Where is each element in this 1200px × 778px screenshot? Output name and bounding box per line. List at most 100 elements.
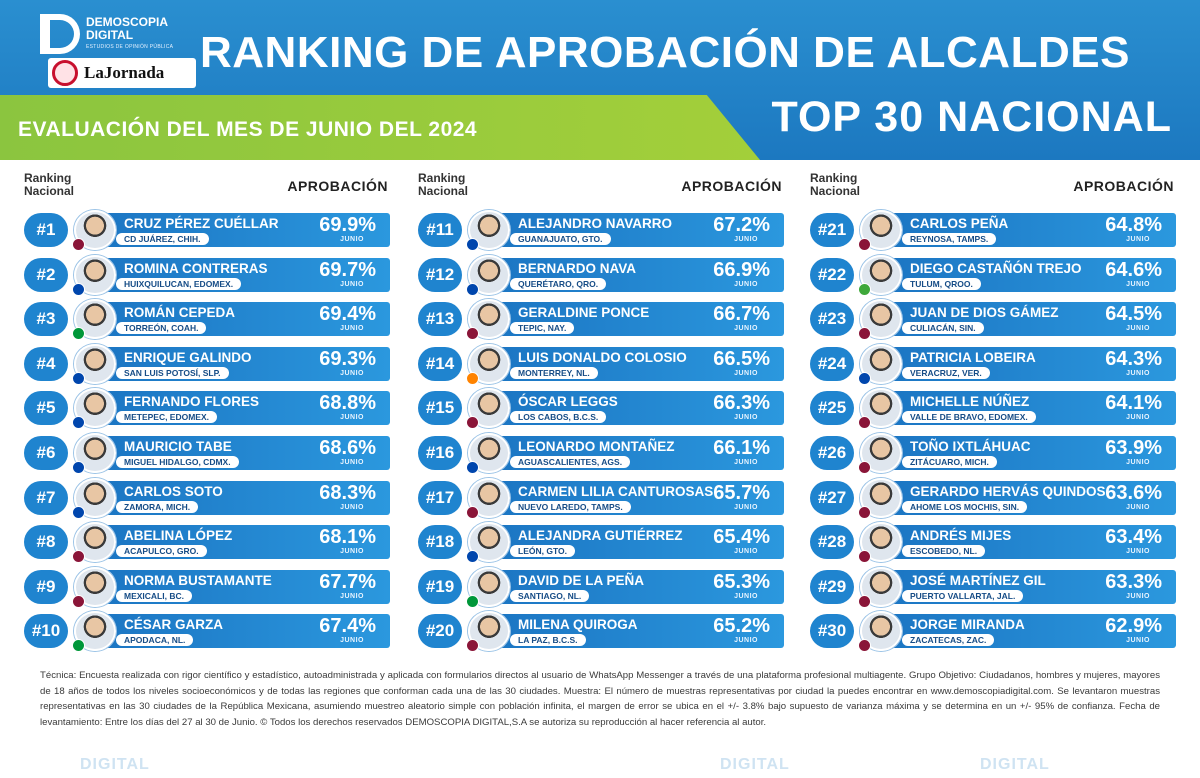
rank-badge: #24 <box>810 346 854 381</box>
pan-icon <box>858 371 871 385</box>
rank-badge: #14 <box>418 346 462 381</box>
mayor-name: FERNANDO FLORES <box>124 394 259 410</box>
rank-badge: #25 <box>810 391 854 426</box>
evaluation-period: EVALUACIÓN DEL MES DE JUNIO DEL 2024 <box>18 118 478 141</box>
morena-icon <box>858 327 871 341</box>
ranking-column-2: Ranking Nacional APROBACIÓN #11 ALEJANDRO… <box>414 168 784 653</box>
mayor-bar: GERARDO HERVÁS QUINDOS AHOME LOS MOCHIS, … <box>876 480 1176 515</box>
rank-badge: #18 <box>418 525 462 560</box>
ranking-row: #15 ÓSCAR LEGGS LOS CABOS, B.C.S. 66.3% JUNI… <box>414 388 784 433</box>
approval-percent: 63.3% <box>1105 570 1162 593</box>
mayor-city: SAN LUIS POTOSÍ, SLP. <box>116 366 229 379</box>
mayor-city: ZACATECAS, ZAC. <box>902 634 995 647</box>
rank-badge: #6 <box>24 435 68 470</box>
jornada-seal-icon <box>52 60 78 86</box>
mayor-bar: DAVID DE LA PEÑA SANTIAGO, NL. 65.3% JUNIO <box>484 569 784 604</box>
mayor-name: ALEJANDRO NAVARRO <box>518 216 673 231</box>
month-label: JUNIO <box>340 458 364 466</box>
rank-badge: #30 <box>810 614 854 649</box>
approval-header: APROBACIÓN <box>681 178 782 194</box>
methodology-note: Técnica: Encuesta realizada con rigor ci… <box>40 670 1160 728</box>
approval-percent: 66.1% <box>713 436 770 459</box>
rank-badge: #11 <box>418 213 462 247</box>
mayor-name: DIEGO CASTAÑÓN TREJO <box>910 260 1082 276</box>
pan-icon <box>72 371 85 385</box>
month-label: JUNIO <box>1126 592 1150 600</box>
approval-percent: 69.7% <box>319 258 376 281</box>
mayor-city: GUANAJUATO, GTO. <box>510 233 611 245</box>
ranking-row: #26 TOÑO IXTLÁHUAC ZITÁCUARO, MICH. 63.9% JU… <box>806 432 1176 478</box>
approval-percent: 68.6% <box>319 436 376 459</box>
mayor-city: LA PAZ, B.C.S. <box>510 634 586 647</box>
rank-badge: #17 <box>418 480 462 515</box>
mayor-bar: MILENA QUIROGA LA PAZ, B.C.S. 65.2% JUNIO <box>484 614 784 649</box>
mayor-name: ALEJANDRA GUTIÉRREZ <box>518 528 683 544</box>
approval-percent: 69.9% <box>319 214 376 236</box>
mayor-photo-avatar <box>860 210 902 250</box>
mayor-name: ANDRÉS MIJES <box>910 528 1012 544</box>
mayor-bar: DIEGO CASTAÑÓN TREJO TULUM, QROO. 64.6% JUN… <box>876 257 1176 292</box>
mayor-city: HUIXQUILUCAN, EDOMEX. <box>116 277 242 290</box>
mayor-name: CRUZ PÉREZ CUÉLLAR <box>124 216 279 231</box>
pan-icon <box>466 550 479 564</box>
approval-percent: 66.3% <box>713 392 770 415</box>
ranking-row: #4 ENRIQUE GALINDO SAN LUIS POTOSÍ, SLP. 69… <box>20 343 390 389</box>
mayor-bar: ROMÁN CEPEDA TORREÓN, COAH. 69.4% JUNIO <box>90 302 390 337</box>
ranking-row: #29 JOSÉ MARTÍNEZ GIL PUERTO VALLARTA, JAL… <box>806 566 1176 612</box>
la-jornada-logo: LaJornada <box>48 58 196 88</box>
pan-icon <box>466 460 479 474</box>
pan-icon <box>72 282 85 296</box>
morena-icon <box>858 416 871 430</box>
rank-badge: #19 <box>418 569 462 604</box>
ranking-row: #3 ROMÁN CEPEDA TORREÓN, COAH. 69.4% JUNIO <box>20 299 390 344</box>
ranking-column-1: Ranking Nacional APROBACIÓN #1 CRUZ PÉREZ… <box>20 168 390 653</box>
mayor-bar: FERNANDO FLORES METEPEC, EDOMEX. 68.8% JUNI… <box>90 391 390 426</box>
mayor-city: LEÓN, GTO. <box>510 545 575 558</box>
rank-badge: #13 <box>418 302 462 337</box>
mayor-bar: JOSÉ MARTÍNEZ GIL PUERTO VALLARTA, JAL. 63… <box>876 569 1176 604</box>
approval-percent: 66.5% <box>713 347 770 370</box>
mayor-name: PATRICIA LOBEIRA <box>910 349 1036 365</box>
mayor-city: CULIACÁN, SIN. <box>902 322 984 335</box>
ranking-row: #12 BERNARDO NAVA QUERÉTARO, QRO. 66.9% JUNI… <box>414 254 784 300</box>
rank-badge: #10 <box>24 614 68 649</box>
ranking-row: #5 FERNANDO FLORES METEPEC, EDOMEX. 68.8% JU… <box>20 388 390 433</box>
ranking-row: #27 GERARDO HERVÁS QUINDOS AHOME LOS MOCHI… <box>806 477 1176 523</box>
ranking-row: #7 CARLOS SOTO ZAMORA, MICH. 68.3% JUNIO <box>20 477 390 523</box>
mayor-name: CARLOS PEÑA <box>910 216 1009 231</box>
approval-percent: 62.9% <box>1105 615 1162 638</box>
mayor-name: MILENA QUIROGA <box>518 617 638 633</box>
mayor-bar: ALEJANDRO NAVARRO GUANAJUATO, GTO. 67.2% JU… <box>484 213 784 247</box>
mayor-bar: JUAN DE DIOS GÁMEZ CULIACÁN, SIN. 64.5% JUN… <box>876 302 1176 337</box>
approval-percent: 63.4% <box>1105 526 1162 549</box>
header-banner: DEMOSCOPIA DIGITAL ESTUDIOS DE OPINIÓN P… <box>0 0 1200 160</box>
mayor-bar: NORMA BUSTAMANTE MEXICALI, BC. 67.7% JUNIO <box>90 569 390 604</box>
morena-icon <box>466 505 479 519</box>
mayor-city: VERACRUZ, VER. <box>902 366 990 379</box>
mayor-name: ÓSCAR LEGGS <box>518 394 618 410</box>
pan-icon <box>466 238 479 251</box>
ranking-rows: #21 CARLOS PEÑA REYNOSA, TAMPS. 64.8% JUNIO #… <box>806 210 1176 656</box>
approval-percent: 69.4% <box>319 303 376 326</box>
approval-percent: 67.2% <box>713 214 770 236</box>
month-label: JUNIO <box>340 637 364 645</box>
mayor-city: SANTIAGO, NL. <box>510 589 590 602</box>
mayor-city: TEPIC, NAY. <box>510 322 575 335</box>
mayor-name: LUIS DONALDO COLOSIO <box>518 349 687 365</box>
approval-percent: 64.1% <box>1105 392 1162 415</box>
month-label: JUNIO <box>340 280 364 288</box>
rank-badge: #27 <box>810 480 854 515</box>
approval-percent: 65.2% <box>713 615 770 638</box>
mayor-city: MIGUEL HIDALGO, CDMX. <box>116 455 239 468</box>
month-label: JUNIO <box>1126 414 1150 422</box>
mayor-bar: ÓSCAR LEGGS LOS CABOS, B.C.S. 66.3% JUNIO <box>484 391 784 426</box>
mayor-bar: JORGE MIRANDA ZACATECAS, ZAC. 62.9% JUNIO <box>876 614 1176 649</box>
ranking-header-line2: Nacional <box>810 184 861 198</box>
month-label: JUNIO <box>1126 548 1150 556</box>
ranking-header: Ranking Nacional <box>810 172 860 198</box>
month-label: JUNIO <box>734 414 758 422</box>
mayor-bar: CARLOS SOTO ZAMORA, MICH. 68.3% JUNIO <box>90 480 390 515</box>
approval-percent: 67.4% <box>319 615 376 638</box>
rank-badge: #29 <box>810 569 854 604</box>
mayor-bar: CÉSAR GARZA APODACA, NL. 67.4% JUNIO <box>90 614 390 649</box>
